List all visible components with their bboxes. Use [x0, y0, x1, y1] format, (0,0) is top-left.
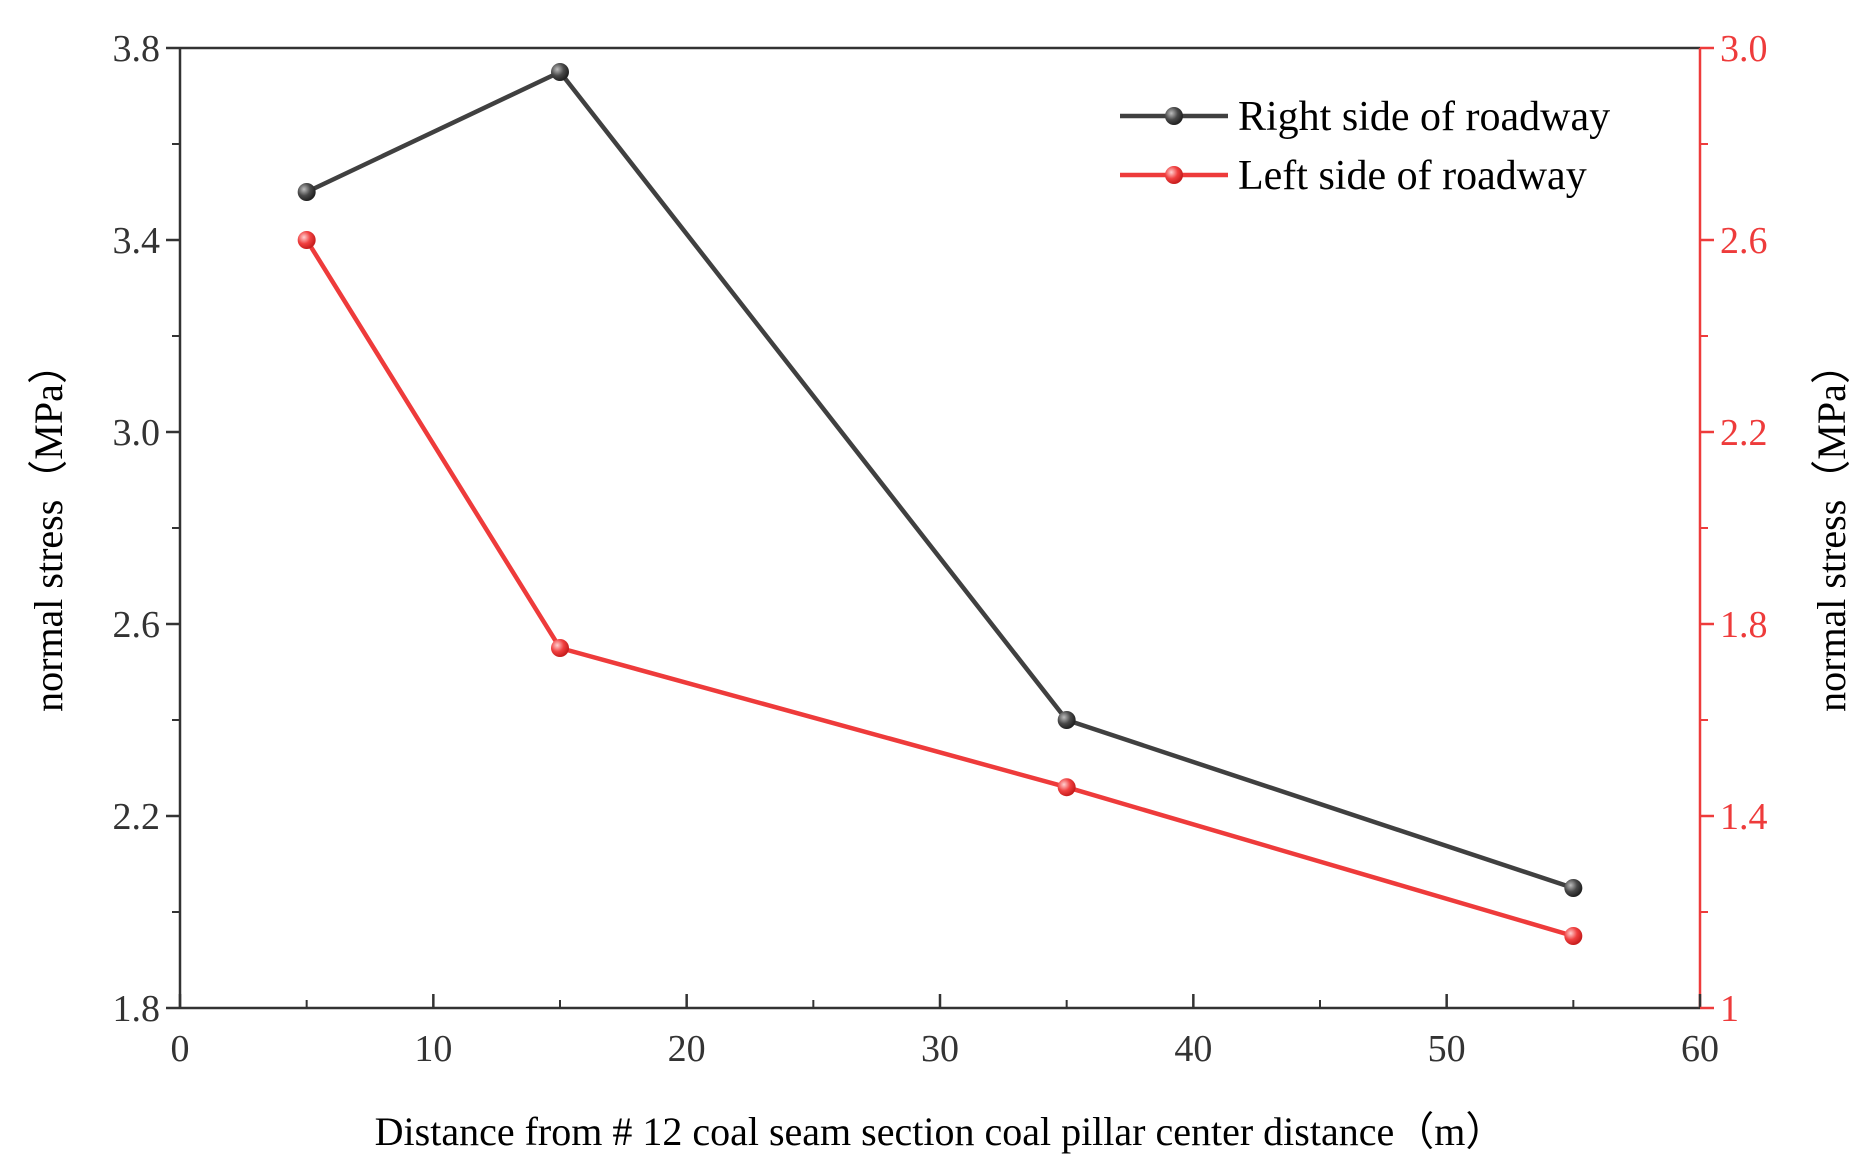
legend-label-left-side: Left side of roadway	[1238, 153, 1587, 199]
data-point-right-side	[551, 63, 569, 81]
legend-label-right-side: Right side of roadway	[1238, 94, 1610, 140]
legend-marker-right-side	[1165, 107, 1183, 125]
right-y-tick-label: 1	[1720, 988, 1739, 1030]
data-point-left-side	[297, 231, 316, 249]
right-y-tick-label: 1.8	[1720, 604, 1768, 646]
x-tick-label: 40	[1174, 1028, 1212, 1070]
data-point-left-side	[1564, 927, 1583, 945]
left-y-tick-label: 1.8	[113, 988, 161, 1030]
data-point-left-side	[551, 639, 569, 657]
x-axis-title: Distance from # 12 coal seam section coa…	[375, 1109, 1506, 1154]
series-line-right-side	[305, 69, 1575, 891]
left-y-axis-title: normal stress（MPa）	[26, 344, 71, 712]
left-y-tick-label: 3.8	[113, 28, 161, 70]
right-y-tick-label: 2.2	[1720, 412, 1768, 454]
x-tick-label: 10	[414, 1028, 452, 1070]
series-line-left-side	[304, 238, 1574, 939]
data-point-left-side	[1057, 778, 1076, 797]
left-y-tick-label: 2.2	[113, 796, 161, 838]
left-y-tick-label: 3.4	[113, 220, 161, 262]
data-point-right-side	[1057, 711, 1076, 729]
right-y-axis-title: normal stress（MPa）	[1809, 344, 1854, 712]
left-y-tick-label: 3.0	[113, 412, 161, 454]
left-y-tick-label: 2.6	[113, 604, 161, 646]
right-y-tick-label: 2.6	[1720, 220, 1768, 262]
legend-marker-left-side	[1165, 166, 1183, 184]
data-point-right-side	[297, 183, 316, 201]
x-tick-label: 20	[668, 1028, 706, 1070]
legend: Right side of roadway Left side of roadw…	[1120, 94, 1610, 199]
x-tick-label: 0	[171, 1028, 190, 1070]
data-point-right-side	[1564, 879, 1583, 897]
x-tick-label: 30	[921, 1028, 959, 1070]
right-y-tick-label: 3.0	[1720, 28, 1768, 70]
x-tick-label: 60	[1681, 1028, 1719, 1070]
x-tick-label: 50	[1428, 1028, 1466, 1070]
right-y-tick-label: 1.4	[1720, 796, 1768, 838]
